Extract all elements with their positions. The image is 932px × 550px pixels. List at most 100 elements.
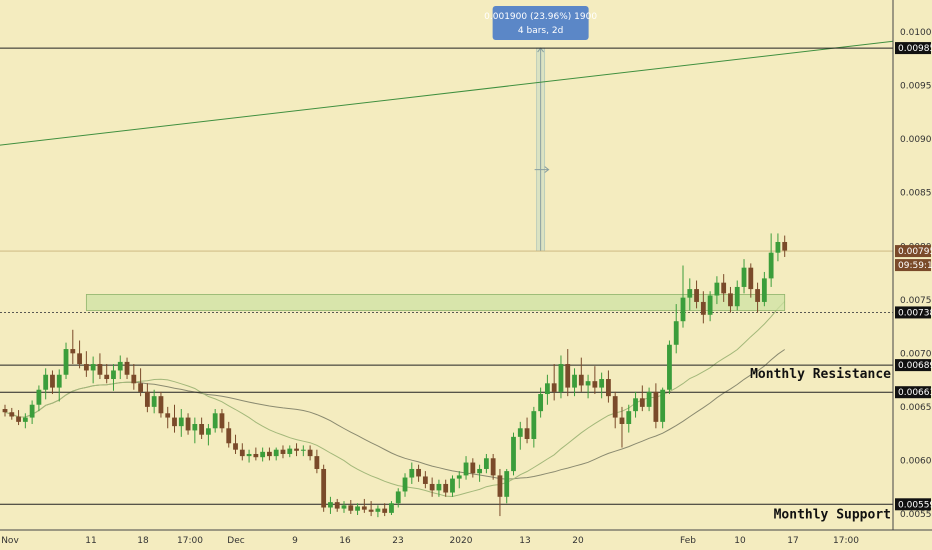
candle-body [131, 374, 137, 384]
candle-body [653, 391, 659, 422]
support-zone[interactable] [85, 294, 786, 311]
candle-body [592, 381, 598, 388]
time-tick-label: Feb [680, 536, 696, 546]
candle-body [667, 344, 672, 390]
candle-body [280, 449, 286, 454]
candle-body [721, 282, 727, 294]
price-tag [895, 306, 931, 319]
time-tick-labels: Nov 11 18 17:00 Dec 9 16 23 2020 13 20 Feb 10 17 17:00 [1, 536, 859, 546]
price-tag [895, 359, 931, 372]
candle-body [341, 505, 347, 509]
candle-body [239, 449, 245, 457]
measure-tool: 0.001900 (23.96%) 1900 4 bars, 2d [484, 6, 597, 252]
candle-body [9, 412, 15, 417]
candle-body [707, 295, 713, 315]
time-tick-label: 10 [734, 536, 746, 546]
price-level-tags: 0.009851 0.006890 0.006637 0.005590 0.007382… [895, 42, 932, 511]
candle-body [761, 278, 767, 302]
price-tag-label: 0.006637 [898, 388, 932, 398]
candle-body [490, 458, 496, 476]
candle-body [572, 374, 577, 388]
time-tick-label: 16 [339, 536, 351, 546]
candle-body [768, 252, 774, 279]
annotations: Monthly Resistance Monthly Support [750, 367, 891, 522]
price-tick-label: 0.006000 [900, 456, 932, 466]
candle-body [22, 417, 28, 422]
candle-body [43, 374, 49, 390]
candle-body [321, 468, 327, 508]
candle-body [775, 241, 781, 253]
candle-body [144, 391, 150, 407]
candle-body [246, 453, 252, 457]
candle-body [151, 396, 157, 407]
candle-body [90, 364, 96, 371]
candle-body [260, 451, 266, 458]
candle-body [199, 424, 205, 435]
candle-body [382, 508, 388, 513]
candle-body [443, 483, 449, 493]
time-tick-label: 13 [519, 536, 530, 546]
candle-body [673, 321, 679, 345]
candle-body [375, 508, 381, 512]
candle-body [29, 404, 35, 418]
candle-body [748, 267, 754, 290]
time-axis[interactable]: Nov 11 18 17:00 Dec 9 16 23 2020 13 20 Feb 10 17 17:00 [0, 529, 932, 546]
candle-body [687, 289, 693, 298]
candle-body [660, 389, 666, 422]
time-tick-label: 11 [85, 536, 96, 546]
candle-body [511, 436, 516, 472]
price-tag-label: 0.009851 [898, 44, 932, 54]
candle-body [104, 374, 110, 380]
price-tick-label: 0.009000 [900, 135, 932, 145]
candle-body [483, 458, 489, 469]
candle-body [497, 475, 503, 497]
price-tag [895, 498, 931, 511]
candle-body [192, 424, 198, 431]
candle-body [267, 451, 272, 457]
price-tick-label: 0.007500 [900, 296, 932, 306]
candle-body [212, 413, 218, 429]
price-tag-label: 0.007382 [898, 308, 932, 318]
candle-body [409, 468, 415, 478]
candle-body [77, 353, 82, 365]
time-tick-label: 2020 [450, 536, 473, 546]
candle-body [422, 476, 428, 484]
candle-body [755, 289, 760, 302]
candle-body [646, 391, 652, 407]
candle-body [477, 468, 482, 474]
price-tick-label: 0.008500 [900, 189, 932, 199]
time-tick-label: 23 [392, 536, 403, 546]
time-tick-label: 20 [572, 536, 584, 546]
time-tick-label: Dec [227, 536, 244, 546]
candle-body [450, 478, 455, 493]
candle-body [124, 361, 130, 375]
candle-body [348, 505, 354, 511]
candle-body [619, 417, 625, 424]
candle-body [138, 383, 143, 392]
candle-body [633, 398, 638, 412]
candle-body [626, 411, 632, 424]
monthly-resistance-label: Monthly Resistance [750, 367, 891, 382]
candle-body [50, 374, 55, 388]
candle-body [734, 286, 740, 307]
candle-body [172, 417, 177, 427]
price-axis[interactable]: 0.0100000.0095000.0090000.0085000.008000… [892, 0, 932, 530]
price-tick-label: 0.010000 [900, 28, 932, 38]
candle-body [253, 453, 259, 458]
candle-body [178, 417, 184, 427]
price-tag [895, 386, 931, 399]
candle-body [294, 448, 299, 451]
candle-body [300, 449, 306, 451]
candle-body [700, 301, 706, 315]
time-tick-label: Nov [1, 536, 19, 546]
price-tag [895, 245, 931, 258]
measure-tooltip-line-2: 4 bars, 2d [518, 26, 563, 36]
candle-body [2, 409, 8, 413]
candle-body [456, 475, 462, 479]
price-tick-label: 0.009500 [900, 82, 932, 92]
candle-body [578, 374, 584, 386]
price-tick-label: 0.007000 [900, 349, 932, 359]
candle-body [185, 417, 191, 431]
trend-line[interactable] [0, 40, 894, 146]
